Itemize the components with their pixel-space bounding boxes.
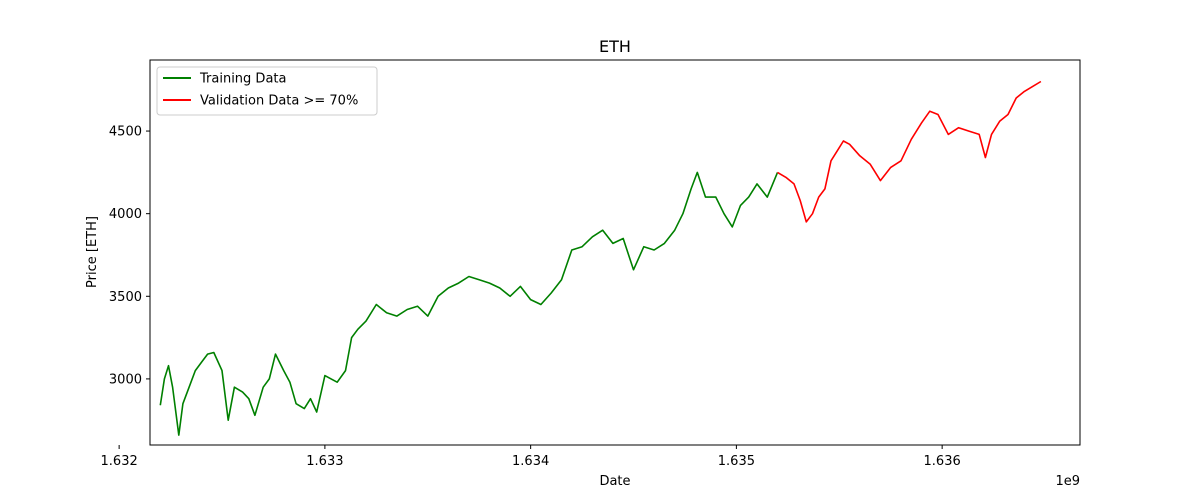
series-layer xyxy=(159,80,1042,436)
y-tick-label: 4500 xyxy=(109,125,142,140)
series-line-training xyxy=(159,171,779,436)
x-tick-label: 1.636 xyxy=(924,454,961,469)
x-axis-ticks: 1.632 1.633 1.634 1.635 1.636 xyxy=(101,445,961,469)
x-tick-label: 1.632 xyxy=(101,454,138,469)
chart-title: ETH xyxy=(599,37,631,56)
y-axis-label: Price [ETH] xyxy=(85,216,100,288)
series-line-validation xyxy=(777,80,1042,223)
x-tick-label: 1.635 xyxy=(718,454,755,469)
x-axis-offset-label: 1e9 xyxy=(1055,474,1080,489)
y-tick-label: 3500 xyxy=(109,290,142,305)
legend-box xyxy=(156,66,378,116)
x-tick-label: 1.633 xyxy=(306,454,343,469)
x-tick-label: 1.634 xyxy=(512,454,549,469)
y-tick-label: 4000 xyxy=(109,207,142,222)
legend: Training Data Validation Data >= 70% xyxy=(156,66,378,116)
x-axis-label: Date xyxy=(599,474,630,489)
legend-label-training: Training Data xyxy=(199,72,286,87)
legend-label-validation: Validation Data >= 70% xyxy=(200,94,358,109)
plot-frame xyxy=(149,59,1081,446)
y-axis-ticks: 3000 3500 4000 4500 xyxy=(109,125,150,387)
y-tick-label: 3000 xyxy=(109,372,142,387)
